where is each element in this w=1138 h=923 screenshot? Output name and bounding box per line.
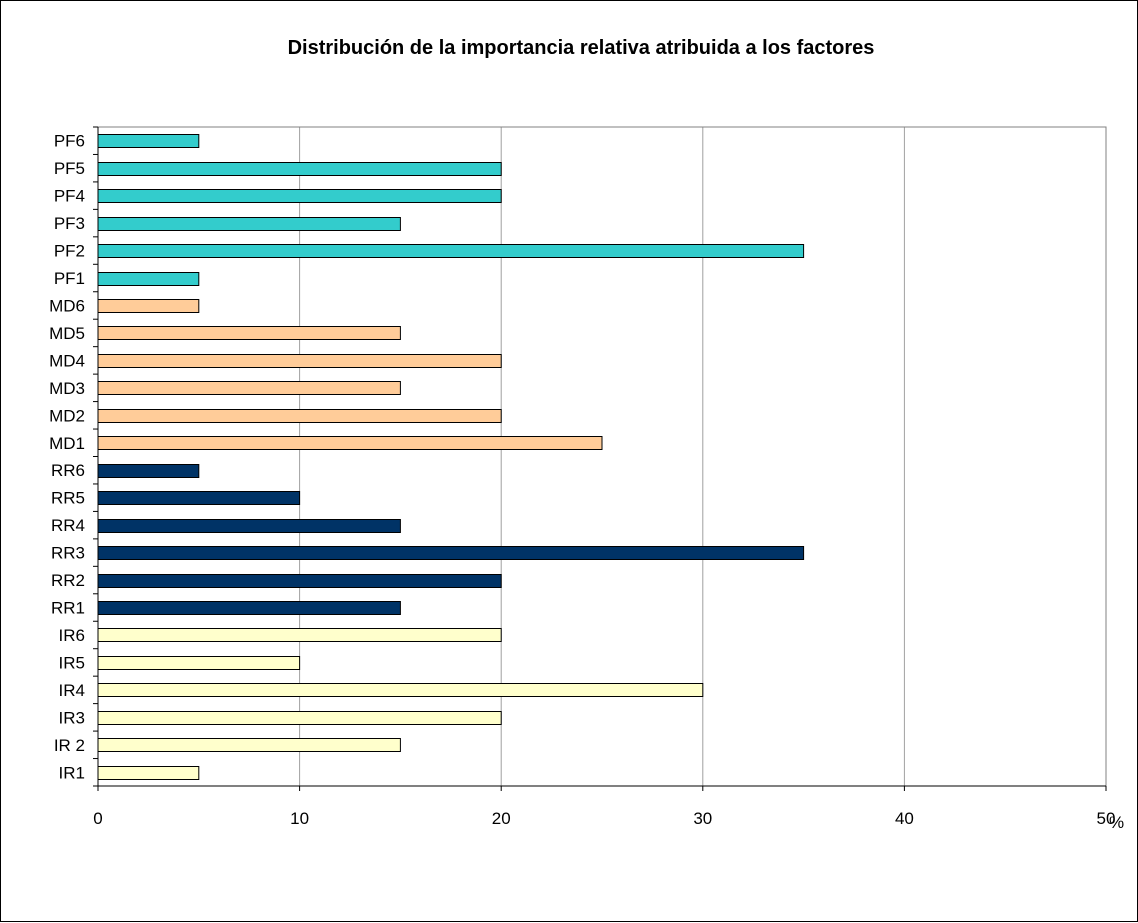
y-tick-label-PF1: PF1 (54, 269, 85, 288)
bar-PF1 (97, 272, 200, 286)
y-tick-label-PF5: PF5 (54, 159, 85, 178)
y-tick-label-RR2: RR2 (51, 571, 85, 590)
x-tick-label-0: 0 (93, 809, 102, 828)
y-tick-label-MD3: MD3 (49, 379, 85, 398)
bar-PF3 (97, 217, 401, 231)
bar-RR2 (97, 574, 502, 588)
y-tick-label-PF3: PF3 (54, 214, 85, 233)
y-tick-label-IR3: IR3 (59, 708, 85, 727)
y-tick-label-IR1: IR1 (59, 763, 85, 782)
bar-MD1 (97, 436, 603, 450)
y-tick-label-IR6: IR6 (59, 626, 85, 645)
y-tick-label-IR2: IR 2 (54, 736, 85, 755)
bar-IR1 (97, 766, 200, 780)
bar-RR3 (97, 546, 805, 560)
x-tick-label-30: 30 (693, 809, 712, 828)
x-tick-label-10: 10 (290, 809, 309, 828)
y-tick-label-MD4: MD4 (49, 351, 85, 370)
y-tick-label-PF6: PF6 (54, 132, 85, 151)
y-tick-label-PF4: PF4 (54, 187, 85, 206)
bar-RR6 (97, 464, 200, 478)
x-tick-label-20: 20 (492, 809, 511, 828)
chart-title: Distribución de la importancia relativa … (288, 37, 875, 59)
y-tick-label-RR3: RR3 (51, 544, 85, 563)
bar-MD4 (97, 354, 502, 368)
bar-IR2 (97, 738, 401, 752)
y-tick-label-IR4: IR4 (59, 681, 85, 700)
x-tick-label-50: 50 (1097, 809, 1116, 828)
bar-PF2 (97, 244, 805, 258)
x-tick-label-40: 40 (895, 809, 914, 828)
bar-PF5 (97, 162, 502, 176)
bar-IR6 (97, 628, 502, 642)
y-tick-label-MD6: MD6 (49, 296, 85, 315)
bar-MD2 (97, 409, 502, 423)
plot-area: 0 10 20 30 40 50% IR1 IR 2 IR3 IR4 IR5 IR6 RR1 RR2 RR3… (49, 126, 1124, 832)
y-tick-label-RR4: RR4 (51, 516, 85, 535)
bar-RR1 (97, 601, 401, 615)
bar-PF4 (97, 189, 502, 203)
bar-IR3 (97, 711, 502, 725)
x-unit-label: % (1109, 813, 1124, 832)
bar-MD6 (97, 299, 200, 313)
y-tick-label-MD2: MD2 (49, 406, 85, 425)
bar-MD5 (97, 326, 401, 340)
y-tick-label-PF2: PF2 (54, 242, 85, 261)
y-tick-label-RR5: RR5 (51, 489, 85, 508)
y-tick-label-RR1: RR1 (51, 599, 85, 618)
bar-IR5 (97, 656, 301, 670)
bar-MD3 (97, 381, 401, 395)
bar-RR4 (97, 519, 401, 533)
bar-RR5 (97, 491, 301, 505)
y-tick-label-RR6: RR6 (51, 461, 85, 480)
bar-IR4 (97, 683, 704, 697)
y-tick-label-IR5: IR5 (59, 653, 85, 672)
y-tick-label-MD5: MD5 (49, 324, 85, 343)
bar-PF6 (97, 134, 200, 148)
y-tick-label-MD1: MD1 (49, 434, 85, 453)
